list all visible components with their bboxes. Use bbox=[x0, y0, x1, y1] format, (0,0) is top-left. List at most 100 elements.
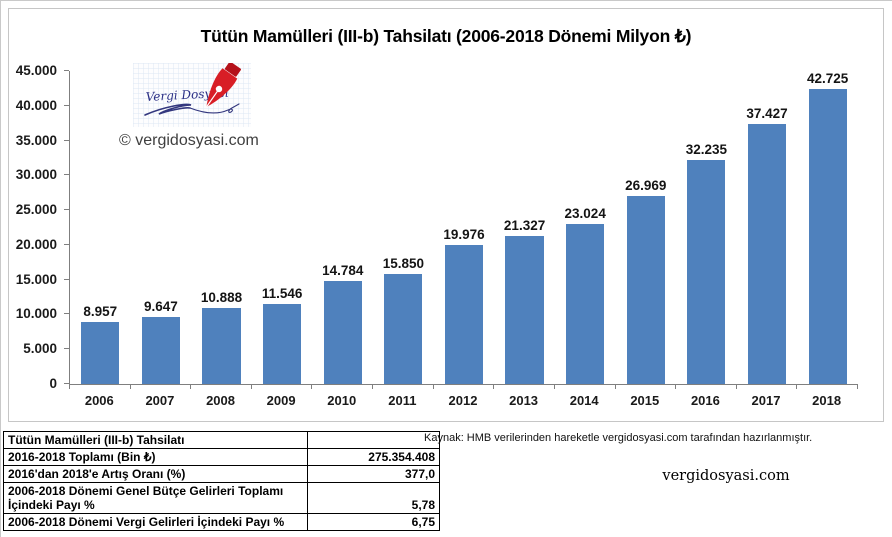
bar-value-label: 42.725 bbox=[806, 71, 849, 86]
x-tick-label: 2010 bbox=[327, 393, 357, 408]
x-tick-mark bbox=[857, 385, 858, 389]
y-tick-mark bbox=[64, 383, 69, 384]
bar-2014 bbox=[566, 223, 605, 384]
table-row: 2016-2018 Toplamı (Bin ₺) 275.354.408 bbox=[3, 448, 440, 466]
x-tick-mark bbox=[311, 385, 313, 389]
bar-2015 bbox=[626, 196, 665, 384]
bar-column: 23.024 bbox=[555, 71, 616, 384]
bar-value-label: 14.784 bbox=[322, 263, 364, 279]
bar-column: 9.647 bbox=[131, 71, 192, 384]
y-tick-label: 20.000 bbox=[15, 236, 57, 252]
y-tick-mark bbox=[64, 174, 69, 176]
x-tick-mark bbox=[190, 385, 192, 389]
chart-frame: Tütün Mamülleri (III-b) Tahsilatı (2006-… bbox=[8, 8, 884, 422]
y-tick-mark bbox=[64, 70, 69, 71]
table-label-cell: 2016-2018 Toplamı (Bin ₺) bbox=[3, 448, 308, 466]
table-row: 2006-2018 Dönemi Genel Bütçe Gelirleri T… bbox=[3, 482, 440, 514]
bar-column: 10.888 bbox=[191, 71, 252, 384]
bar-2008 bbox=[202, 308, 241, 384]
table-label-cell: 2006-2018 Dönemi Vergi Gelirleri İçindek… bbox=[3, 513, 308, 531]
x-tick-mark bbox=[614, 385, 616, 389]
bar-2007 bbox=[141, 316, 180, 384]
bar-2018 bbox=[808, 89, 847, 384]
y-tick-label: 5.000 bbox=[23, 341, 57, 357]
bar-2006 bbox=[81, 321, 120, 384]
table-row: 2016'dan 2018'e Artış Oranı (%) 377,0 bbox=[3, 465, 440, 483]
table-value-cell: 5,78 bbox=[307, 482, 440, 514]
bar-column: 26.969 bbox=[615, 71, 676, 384]
y-tick-mark bbox=[64, 104, 69, 106]
x-tick-mark bbox=[69, 385, 70, 389]
y-tick-mark bbox=[64, 313, 69, 315]
y-tick-label: 15.000 bbox=[15, 271, 57, 287]
y-tick-mark bbox=[64, 348, 69, 350]
bar-2010 bbox=[323, 281, 362, 384]
table-row: 2006-2018 Dönemi Vergi Gelirleri İçindek… bbox=[3, 513, 440, 531]
table-label-cell: Tütün Mamülleri (III-b) Tahsilatı bbox=[3, 431, 308, 449]
x-tick-mark bbox=[250, 385, 252, 389]
watermark-text: vergidosyasi.com bbox=[662, 468, 790, 484]
bar-value-label: 32.235 bbox=[685, 141, 728, 157]
bar-value-label: 10.888 bbox=[200, 290, 243, 306]
x-axis-ticks bbox=[69, 385, 858, 389]
chart-title: Tütün Mamülleri (III-b) Tahsilatı (2006-… bbox=[200, 26, 692, 46]
x-tick-label: 2013 bbox=[509, 393, 539, 408]
x-tick-label: 2014 bbox=[569, 393, 599, 408]
x-tick-mark bbox=[372, 385, 374, 389]
table-value-cell: 377,0 bbox=[307, 465, 440, 483]
table-row: Tütün Mamülleri (III-b) Tahsilatı bbox=[3, 431, 440, 449]
y-tick-mark bbox=[64, 278, 69, 280]
summary-table: Tütün Mamülleri (III-b) Tahsilatı 2016-20… bbox=[3, 431, 440, 531]
bar-column: 32.235 bbox=[676, 71, 737, 384]
y-axis: 0 5.000 10.000 15.000 20.000 25.000 30.000 35.0… bbox=[9, 63, 69, 391]
y-tick-label: 40.000 bbox=[15, 97, 57, 113]
source-note: Kaynak: HMB verilerinden hareketle vergi… bbox=[424, 432, 813, 444]
y-tick-label: 45.000 bbox=[15, 63, 57, 78]
bar-column: 14.784 bbox=[312, 71, 373, 384]
bar-column: 15.850 bbox=[373, 71, 434, 384]
y-tick-label: 30.000 bbox=[15, 167, 57, 183]
y-tick-label: 25.000 bbox=[15, 202, 57, 218]
bar-2012 bbox=[444, 245, 484, 384]
bar-value-label: 15.850 bbox=[382, 255, 424, 271]
bar-value-label: 9.647 bbox=[144, 298, 178, 314]
x-tick-mark bbox=[553, 385, 555, 389]
bar-2009 bbox=[263, 303, 302, 384]
table-label-cell: 2016'dan 2018'e Artış Oranı (%) bbox=[3, 465, 308, 483]
y-tick-mark bbox=[64, 209, 69, 211]
x-tick-mark bbox=[493, 385, 495, 389]
pen-nib-icon bbox=[206, 61, 241, 108]
x-tick-label: 2018 bbox=[812, 393, 842, 408]
bar-column: 11.546 bbox=[252, 71, 313, 384]
x-tick-label: 2015 bbox=[630, 393, 660, 408]
bar-2011 bbox=[384, 273, 423, 384]
summary-table-body: Tütün Mamülleri (III-b) Tahsilatı 2016-20… bbox=[3, 431, 440, 531]
y-tick-label: 0 bbox=[49, 376, 57, 391]
x-tick-label: 2017 bbox=[751, 393, 781, 408]
y-tick-label: 10.000 bbox=[15, 306, 57, 322]
table-value-cell: 6,75 bbox=[307, 513, 440, 531]
x-axis-labels: 2006 2007 2008 2009 2010 2011 2012 2013 2014 2015… bbox=[69, 393, 857, 408]
bar-column: 42.725 bbox=[797, 71, 858, 384]
bars: 8.957 9.647 10.888 11.546 14.784 15.850 19.976… bbox=[70, 71, 858, 384]
bar-2013 bbox=[505, 235, 544, 384]
y-tick-mark bbox=[64, 243, 69, 245]
bar-column: 8.957 bbox=[70, 71, 131, 384]
x-tick-label: 2011 bbox=[388, 393, 417, 408]
x-tick-label: 2012 bbox=[448, 393, 478, 408]
x-tick-mark bbox=[432, 385, 434, 389]
x-tick-mark bbox=[129, 385, 131, 389]
x-tick-label: 2008 bbox=[206, 393, 235, 408]
bar-value-label: 37.427 bbox=[746, 105, 788, 121]
bar-column: 19.976 bbox=[434, 71, 495, 384]
x-tick-label: 2007 bbox=[145, 393, 175, 408]
bar-value-label: 19.976 bbox=[443, 227, 485, 243]
plot-area: 8.957 9.647 10.888 11.546 14.784 15.850 19.976… bbox=[69, 71, 858, 385]
x-tick-mark bbox=[675, 385, 677, 389]
table-label-cell: 2006-2018 Dönemi Genel Bütçe Gelirleri T… bbox=[3, 482, 308, 514]
x-tick-label: 2016 bbox=[690, 393, 720, 408]
bar-column: 21.327 bbox=[494, 71, 555, 384]
y-tick-mark bbox=[64, 139, 69, 141]
bar-value-label: 8.957 bbox=[83, 303, 118, 319]
copyright-text: © vergidosyasi.com bbox=[119, 132, 259, 149]
